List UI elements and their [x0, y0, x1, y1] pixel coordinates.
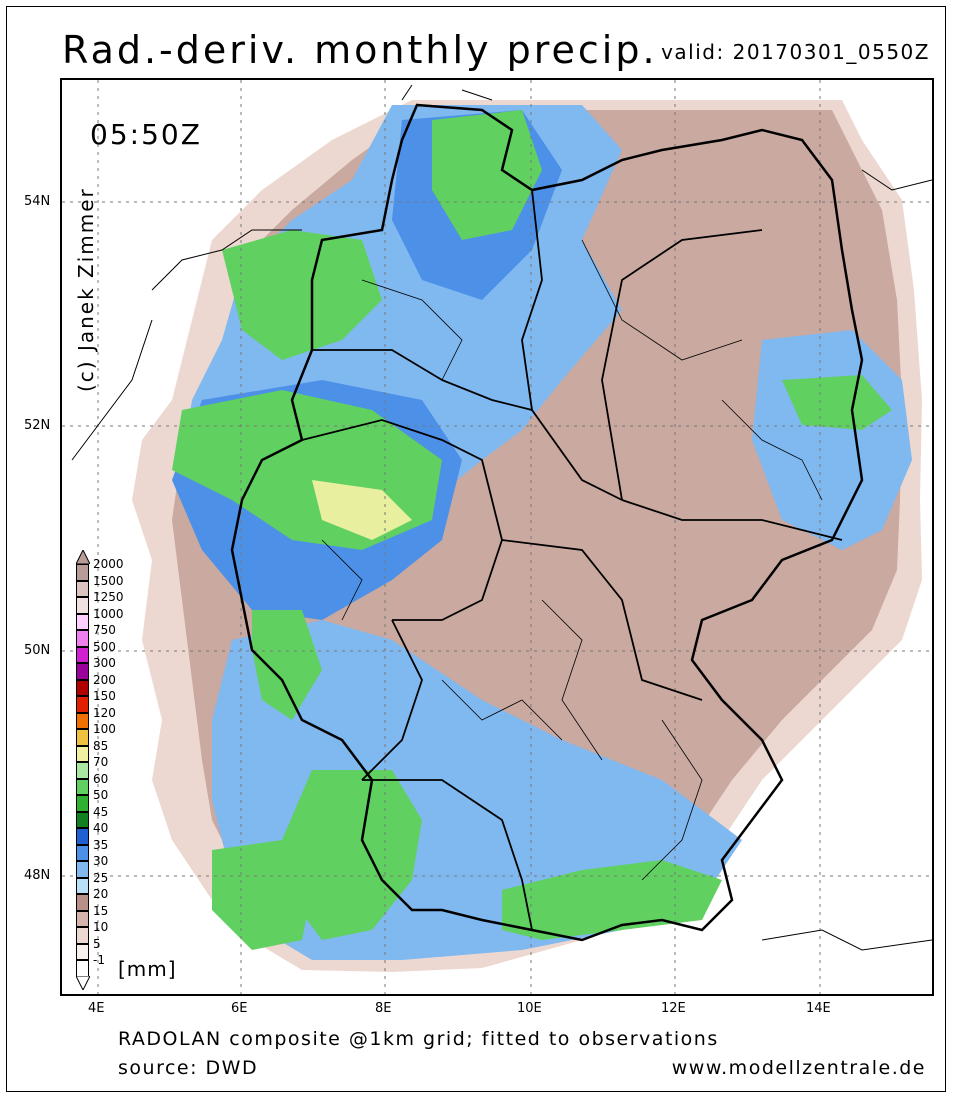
legend-swatch [76, 828, 89, 845]
legend-swatch [76, 613, 89, 630]
map-title: Rad.-deriv. monthly precip. [62, 28, 658, 72]
legend-label: 100 [93, 722, 116, 736]
legend-label: 40 [93, 821, 109, 835]
lat-tick-54n: 54N [24, 194, 51, 209]
precip-green-blackforest [282, 770, 422, 940]
legend-swatch [76, 877, 89, 894]
legend-label: 200 [93, 672, 116, 687]
legend-label: 10 [93, 920, 109, 934]
legend-swatch [76, 960, 89, 977]
legend-label: 45 [93, 804, 109, 819]
legend-label: 300 [93, 656, 116, 670]
lat-tick-50n: 50N [24, 643, 51, 658]
precip-green-northsea [222, 230, 382, 360]
legend-swatch [76, 795, 89, 812]
legend-swatch [76, 762, 89, 779]
legend-label: 30 [93, 854, 109, 868]
legend-label: 120 [93, 705, 116, 720]
precipitation-map [60, 78, 934, 996]
lon-tick-6e: 6E [231, 1001, 248, 1016]
figure-frame [6, 6, 946, 1092]
legend-swatch [76, 712, 89, 729]
legend-label: 70 [93, 755, 109, 769]
legend-swatch [76, 943, 89, 960]
legend-label: 500 [93, 639, 116, 654]
legend-swatch [76, 927, 89, 944]
lon-tick-4e: 4E [88, 1001, 105, 1016]
legend-swatch [76, 778, 89, 795]
legend-swatch [76, 844, 89, 861]
legend-label: 85 [93, 738, 109, 753]
footer-source: source: DWD [118, 1057, 259, 1079]
precip-green-east [782, 375, 892, 430]
coastlines [71, 84, 932, 951]
district-borders [321, 239, 823, 881]
legend-swatch [76, 663, 89, 680]
legend-swatch [76, 597, 89, 614]
legend-label: -1 [93, 953, 105, 967]
footer-line1: RADOLAN composite @1km grid; fitted to o… [118, 1028, 719, 1050]
lon-tick-10e: 10E [517, 1001, 542, 1016]
legend-label: 750 [93, 623, 116, 637]
legend-label: 20 [93, 887, 109, 901]
legend-swatch [76, 646, 89, 663]
state-borders [301, 189, 843, 931]
lat-tick-52n: 52N [24, 418, 51, 433]
legend-top-arrow-icon [76, 550, 90, 564]
legend-swatch [76, 630, 89, 647]
legend-label: 5 [93, 936, 101, 951]
legend-unit: [mm] [118, 957, 177, 981]
legend-swatch [76, 580, 89, 597]
legend-swatch [76, 910, 89, 927]
legend-swatch [76, 679, 89, 696]
legend-swatch [76, 564, 89, 581]
time-label: 05:50Z [90, 118, 202, 151]
color-legend: 2000 1500 1250 1000 750 500 300 200 150 120 100 85 7… [76, 550, 196, 996]
precip-green-rhine [252, 610, 322, 720]
map-canvas [62, 80, 932, 994]
legend-bottom-arrow-icon [76, 976, 90, 990]
precip-green-schleswig [432, 110, 542, 240]
legend-swatch [76, 894, 89, 911]
lon-tick-8e: 8E [375, 1001, 392, 1016]
legend-label: 2000 [93, 557, 124, 571]
legend-label: 15 [93, 903, 109, 918]
legend-label: 35 [93, 837, 109, 852]
legend-swatch [76, 745, 89, 762]
lon-tick-12e: 12E [661, 1001, 686, 1016]
legend-label: 1500 [93, 573, 124, 588]
lon-tick-14e: 14E [806, 1001, 831, 1016]
legend-label: 1250 [93, 590, 124, 604]
germany-border [230, 103, 864, 942]
legend-label: 150 [93, 689, 116, 703]
legend-label: 1000 [93, 606, 124, 621]
lat-tick-48n: 48N [24, 868, 51, 883]
valid-time: valid: 20170301_0550Z [661, 40, 930, 64]
legend-label: 60 [93, 771, 109, 786]
legend-swatch [76, 811, 89, 828]
legend-swatch [76, 861, 89, 878]
copyright-text: (c) Janek Zimmer [74, 187, 98, 392]
legend-swatch [76, 696, 89, 713]
legend-label: 50 [93, 788, 109, 802]
footer-website[interactable]: www.modellzentrale.de [671, 1057, 926, 1079]
precip-yellow-sauerland [312, 480, 412, 540]
graticule [62, 80, 932, 994]
legend-swatch [76, 729, 89, 746]
legend-label: 25 [93, 870, 109, 885]
precip-green-vosges [212, 840, 312, 950]
